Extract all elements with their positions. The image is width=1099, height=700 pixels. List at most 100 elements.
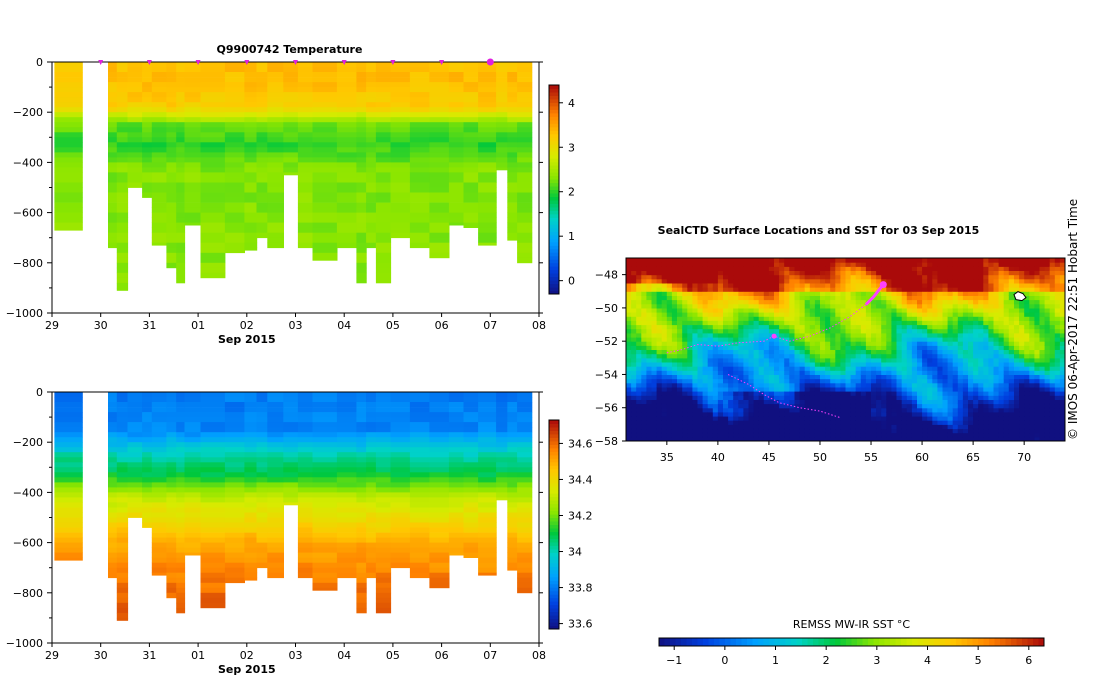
sst-cell (641, 391, 647, 396)
sst-cell (850, 349, 857, 355)
sst-cell (906, 287, 913, 292)
section-cell (390, 87, 411, 93)
sst-cell (671, 337, 678, 342)
x-tick-label: 06 (435, 319, 449, 332)
section-cell (267, 132, 284, 138)
sst-cell (876, 274, 882, 280)
section-cell (312, 247, 338, 254)
section-cell (244, 492, 258, 498)
section-cell (127, 182, 143, 188)
sst-cell (799, 270, 806, 276)
sst-cell (835, 349, 841, 355)
colorbar-segment (549, 203, 559, 208)
y-tick-label: −1000 (6, 637, 43, 650)
section-cell (517, 492, 533, 498)
section-cell (283, 122, 299, 128)
sst-cell (891, 295, 897, 301)
sst-cell (733, 403, 739, 409)
sst-cell (845, 407, 852, 413)
section-cell (176, 577, 186, 584)
section-cell (463, 112, 479, 118)
section-cell (108, 77, 118, 83)
sst-cell (763, 366, 770, 371)
section-cell (356, 507, 367, 513)
section-cell (108, 397, 118, 403)
section-cell (166, 117, 177, 123)
sst-cell (789, 395, 795, 400)
sst-cell (809, 266, 816, 271)
section-cell (336, 222, 357, 228)
sst-cell (712, 316, 719, 321)
section-cell (166, 502, 177, 508)
sst-cell (855, 428, 862, 434)
section-cell (336, 112, 357, 118)
sst-cell (641, 374, 647, 380)
sst-cell (656, 295, 663, 301)
sst-cell (651, 328, 658, 334)
section-cell (244, 507, 258, 513)
sst-cell (860, 283, 867, 288)
section-cell (224, 452, 245, 458)
sst-cell (656, 341, 663, 346)
sst-cell (906, 303, 913, 309)
sst-cell (697, 407, 704, 413)
sst-cell (876, 362, 882, 367)
section-cell (54, 397, 83, 403)
sst-cell (702, 416, 709, 421)
section-cell (390, 467, 411, 473)
section-cell (108, 432, 118, 438)
sst-cell (702, 287, 709, 292)
section-cell (478, 482, 497, 488)
sst-cell (774, 316, 780, 321)
sst-cell (855, 291, 862, 296)
sst-cell (768, 320, 775, 326)
section-cell (336, 422, 357, 428)
section-cell (116, 207, 129, 213)
sst-cell (702, 424, 709, 430)
section-cell (375, 257, 392, 264)
section-cell (151, 512, 167, 518)
sst-cell (728, 303, 734, 309)
sst-cell (840, 291, 846, 296)
sst-cell (830, 382, 836, 388)
sst-cell (860, 262, 867, 267)
section-cell (176, 177, 186, 183)
section-cell (429, 87, 450, 93)
sst-cell (743, 428, 749, 434)
section-cell (448, 437, 465, 443)
section-cell (312, 397, 338, 403)
sst-cell (738, 386, 744, 392)
sst-cell (733, 391, 739, 396)
section-cell (283, 477, 299, 483)
section-cell (312, 462, 338, 468)
section-cell (312, 62, 338, 68)
section-cell (366, 92, 377, 98)
sst-cell (774, 266, 780, 271)
sst-cell (911, 274, 918, 280)
section-cell (375, 477, 392, 483)
section-cell (224, 397, 245, 403)
section-cell (244, 77, 258, 83)
section-cell (356, 447, 367, 453)
sst-cell (743, 291, 749, 296)
sst-cell (911, 278, 918, 284)
section-cell (166, 182, 177, 188)
sst-cell (840, 345, 846, 350)
sst-cell (712, 278, 719, 284)
section-cell (429, 212, 450, 218)
sst-cell (799, 370, 806, 375)
section-cell (375, 397, 392, 403)
sst-cell (835, 274, 841, 280)
sst-cell (876, 432, 882, 438)
section-cell (507, 492, 518, 498)
section-cell (478, 422, 497, 428)
section-cell (224, 217, 245, 223)
x-tick-label: 02 (240, 319, 254, 332)
sst-cell (636, 362, 642, 367)
sst-cell (865, 291, 872, 296)
section-cell (517, 222, 533, 228)
sst-cell (717, 295, 724, 301)
sst-cell (707, 270, 714, 276)
section-cell (463, 117, 479, 123)
sst-cell (743, 403, 749, 409)
